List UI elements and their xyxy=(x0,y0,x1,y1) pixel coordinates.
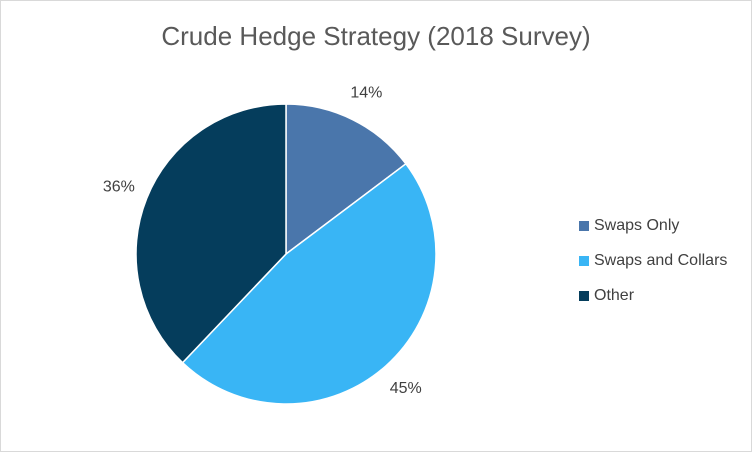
legend-label: Other xyxy=(594,286,635,304)
legend-item-other: Other xyxy=(579,278,727,313)
legend: Swaps Only Swaps and Collars Other xyxy=(579,208,727,313)
data-label: 14% xyxy=(350,84,382,101)
legend-item-swaps-and-collars: Swaps and Collars xyxy=(579,243,727,278)
legend-item-swaps-only: Swaps Only xyxy=(579,208,727,243)
pie-slice-swaps-and-collars xyxy=(181,162,437,405)
legend-label: Swaps and Collars xyxy=(594,251,728,269)
data-label: 45% xyxy=(390,380,422,397)
data-label: 36% xyxy=(103,179,135,196)
legend-label: Swaps Only xyxy=(594,216,680,234)
legend-swatch xyxy=(579,220,589,231)
legend-swatch xyxy=(579,255,589,266)
chart-title: Crude Hedge Strategy (2018 Survey) xyxy=(161,21,591,51)
pie-slice-swaps-only xyxy=(285,103,407,256)
legend-swatch xyxy=(579,290,589,301)
pie-slice-other xyxy=(135,103,287,364)
